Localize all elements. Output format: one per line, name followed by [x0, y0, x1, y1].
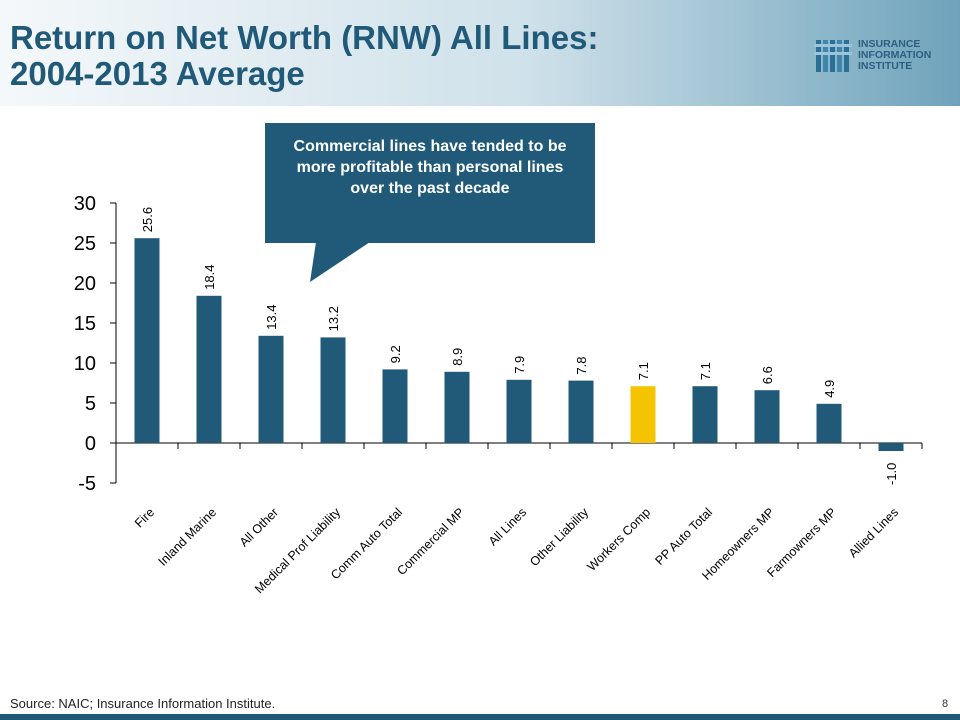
bar: [320, 337, 346, 443]
title-line-1: Return on Net Worth (RNW) All Lines:: [10, 19, 599, 56]
bar: [258, 335, 284, 443]
bar: [382, 369, 408, 443]
bar: [134, 238, 160, 443]
title-line-2: 2004-2013 Average: [10, 55, 305, 92]
data-label: 6.6: [760, 366, 775, 384]
y-tick-label: 30: [74, 193, 96, 215]
category-label: Workers Comp: [584, 505, 653, 574]
bar: [444, 371, 470, 443]
data-label: 7.1: [636, 362, 651, 380]
y-tick-label: -5: [78, 473, 96, 495]
callout-tail: [310, 242, 370, 282]
data-label: 4.9: [822, 380, 837, 398]
category-label: Inland Marine: [156, 505, 219, 568]
category-label: Fire: [132, 505, 157, 530]
bar: [692, 386, 718, 443]
data-label: 25.6: [140, 207, 155, 232]
data-label: -1.0: [884, 463, 899, 485]
data-label: 9.2: [388, 345, 403, 363]
data-label: 13.2: [326, 306, 341, 331]
bar: [630, 386, 656, 443]
y-tick-label: 25: [74, 233, 96, 255]
category-label: All Lines: [486, 505, 529, 548]
footer-bar: [0, 714, 960, 720]
data-label: 18.4: [202, 264, 217, 289]
page-number: 8: [942, 698, 949, 710]
category-label: All Other: [237, 505, 281, 549]
data-label: 7.8: [574, 357, 589, 375]
bar: [816, 403, 842, 443]
data-label: 7.1: [698, 362, 713, 380]
iii-logo: INSURANCE INFORMATION INSTITUTE: [814, 36, 954, 76]
y-tick-label: 20: [74, 273, 96, 295]
bar: [568, 380, 594, 443]
y-tick-label: 5: [85, 393, 96, 415]
category-label: Other Liability: [527, 505, 591, 569]
bar-chart: -5 0 5 10 15 20 25 30 25.6 Fire 18.4 Inland Marine 1…: [74, 193, 923, 596]
bar: [196, 295, 222, 443]
y-tick-label: 15: [74, 313, 96, 335]
category-label: Commercial MP: [394, 505, 467, 578]
logo-line-3: INSTITUTE: [858, 60, 913, 72]
logo-text: INSURANCE INFORMATION INSTITUTE: [858, 39, 931, 72]
data-label: 13.4: [264, 304, 279, 329]
logo-mark-icon: [814, 40, 852, 72]
page-title: Return on Net Worth (RNW) All Lines: 200…: [10, 20, 598, 92]
source-note: Source: NAIC; Insurance Information Inst…: [10, 696, 276, 711]
header-band: [0, 0, 960, 106]
logo-line-1: INSURANCE: [858, 38, 921, 50]
bar: [754, 390, 780, 443]
category-label: PP Auto Total: [652, 505, 715, 568]
data-label: 8.9: [450, 348, 465, 366]
bar: [506, 379, 532, 443]
logo-line-2: INFORMATION: [858, 49, 932, 61]
data-label: 7.9: [512, 356, 527, 374]
y-tick-label: 0: [85, 433, 96, 455]
category-label: Allied Lines: [846, 505, 901, 560]
callout-box: Commercial lines have tended to be more …: [265, 123, 595, 243]
bar: [878, 443, 904, 451]
y-tick-label: 10: [74, 353, 96, 375]
